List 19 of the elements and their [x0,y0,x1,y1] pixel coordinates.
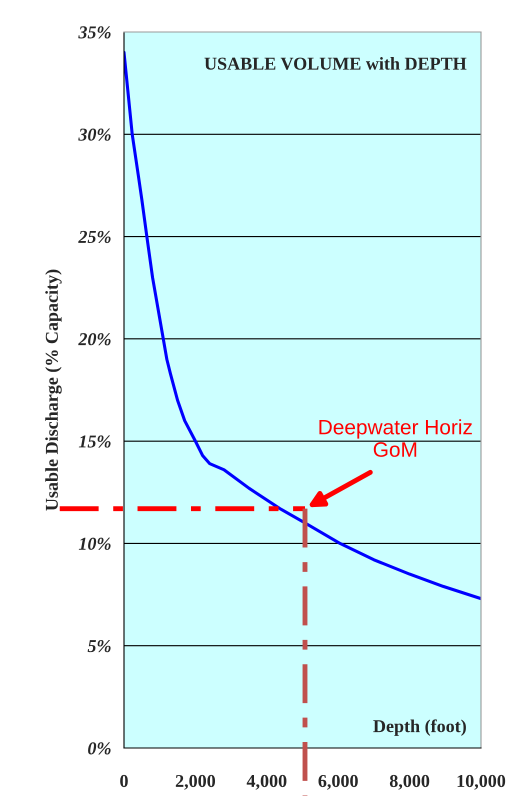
x-tick-label: 0 [120,774,128,788]
x-tick-label: 2,000 [176,774,216,790]
y-tick-label: 0% [88,742,111,755]
annotation: Deepwater Horiz GoM [319,419,472,457]
y-tick-label: 25% [78,230,111,244]
line-series [124,50,481,600]
y-tick-label: 5% [88,640,111,652]
y-tick-label: 20% [78,333,111,346]
x-tick-label: 4,000 [246,774,286,790]
x-axis-title: Depth (foot) [373,719,466,736]
x-tick-label: 10,000 [458,774,506,790]
y-tick-label: 35% [78,26,111,38]
y-tick-label: 10% [78,538,111,550]
y-tick-label: 15% [78,435,111,448]
text: USABLE VOLUME with DEPTH [204,57,466,70]
x-tick-label: 8,000 [390,774,430,790]
y-tick-label: 30% [78,128,111,141]
y-axis-title: Usable Discharge (% Capacity) [45,270,62,511]
x-tick-label: 6,000 [318,774,358,790]
